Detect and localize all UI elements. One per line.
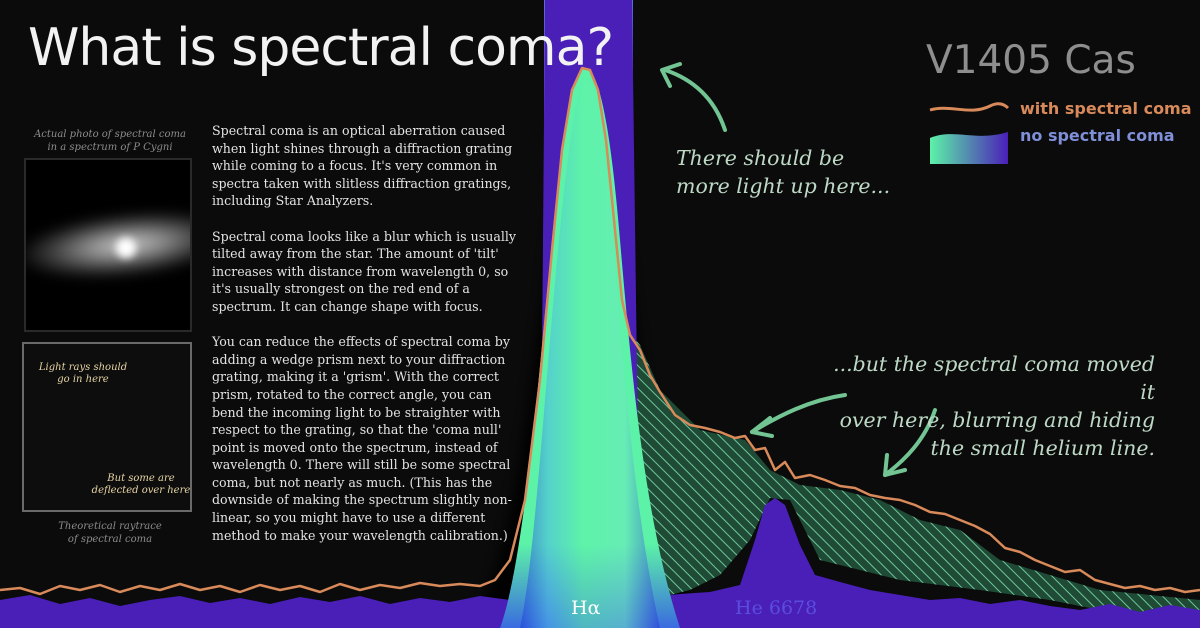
photo-caption: Actual photo of spectral coma in a spect… (20, 128, 200, 154)
helium-label: He 6678 (735, 597, 818, 619)
h-alpha-label: Hα (571, 597, 601, 619)
coma-peak-core (520, 80, 660, 628)
coma-photo (24, 158, 192, 332)
annotation-line: over here, blurring and hiding (839, 408, 1155, 432)
coma-hatched-area (545, 0, 1200, 628)
arrow-down-icon (883, 408, 937, 477)
annotation-bottom: ...but the spectral coma moved it over h… (820, 350, 1155, 462)
raytrace-label-line: But some are (107, 473, 175, 484)
legend-with-coma: with spectral coma (1020, 99, 1192, 118)
annotation-top: There should be more light up here... (676, 144, 890, 200)
raytrace-caption: Theoretical raytrace of spectral coma (20, 520, 200, 546)
with-coma-spectrum-line (0, 66, 1200, 596)
page-title: What is spectral coma? (28, 18, 614, 78)
raytrace-label-line: deflected over here (91, 485, 191, 496)
photo-caption-line: Actual photo of spectral coma (34, 129, 186, 140)
annotation-line: ...but the spectral coma moved it (833, 352, 1155, 404)
annotation-line: more light up here... (676, 174, 891, 198)
raytrace-frame (22, 342, 192, 512)
legend-with-coma-swatch (929, 102, 1010, 112)
raytrace-label-line: Light rays should (38, 362, 128, 373)
raytrace-caption-line: Theoretical raytrace (58, 521, 162, 532)
paragraph: Spectral coma looks like a blur which is… (212, 228, 517, 314)
raytrace-label-line: go in here (57, 374, 109, 385)
legend-no-coma: no spectral coma (1020, 126, 1175, 145)
coma-blur (26, 204, 190, 290)
annotation-line: the small helium line. (930, 436, 1155, 460)
arrow-left-icon (750, 393, 847, 438)
arrow-up-icon (660, 62, 727, 132)
raytrace-label-top: Light rays should go in here (28, 362, 138, 386)
raytrace-caption-line: of spectral coma (67, 534, 153, 545)
raytrace-label-bottom: But some are deflected over here (86, 473, 196, 497)
legend-no-coma-swatch (930, 132, 1008, 164)
photo-caption-line: in a spectrum of P Cygni (47, 142, 173, 153)
paragraph: Spectral coma is an optical aberration c… (212, 123, 513, 209)
coma-core (116, 238, 136, 258)
annotation-line: There should be (676, 146, 845, 170)
paragraph: You can reduce the effects of spectral c… (212, 334, 512, 543)
star-name: V1405 Cas (926, 38, 1136, 83)
explanation-text: Spectral coma is an optical aberration c… (212, 122, 517, 562)
